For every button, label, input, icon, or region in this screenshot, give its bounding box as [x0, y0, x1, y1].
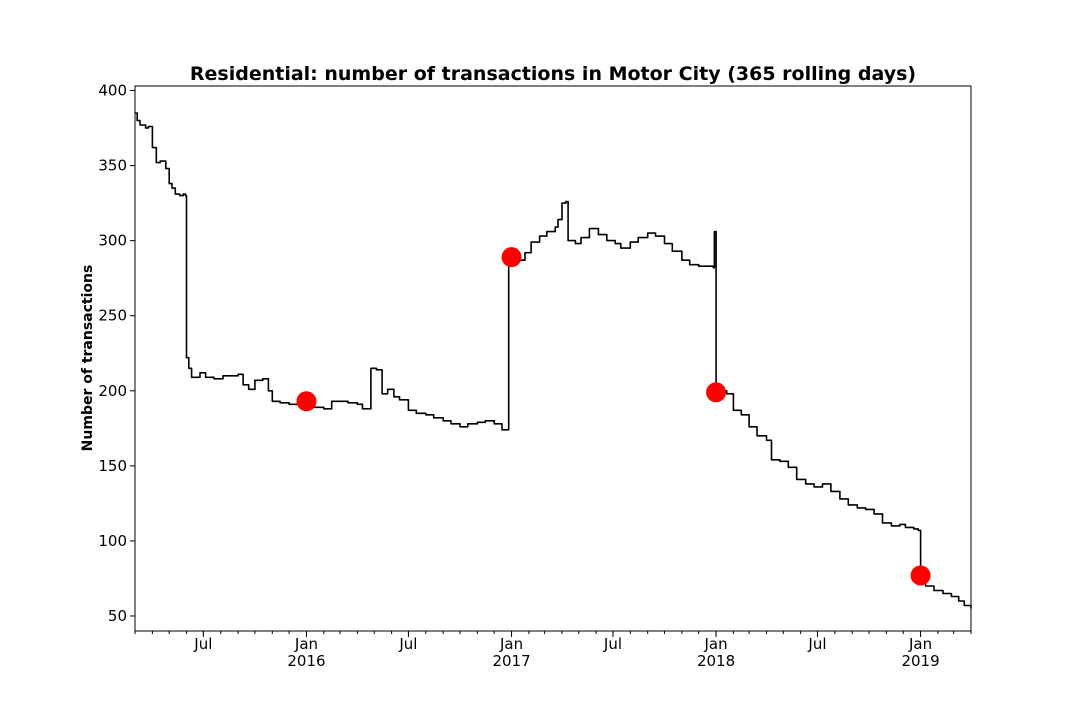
event-marker [910, 565, 931, 586]
x-tick-label: Jan [499, 635, 523, 653]
event-marker [296, 391, 317, 412]
x-axis-minor-ticks [134, 631, 972, 634]
x-tick-year-label: 2019 [901, 652, 939, 670]
y-tick-label: 100 [98, 532, 127, 550]
x-tick-label: Jul [807, 635, 826, 653]
x-tick-label: Jan [294, 635, 318, 653]
x-tick-year-label: 2016 [287, 652, 325, 670]
event-marker [706, 382, 727, 403]
x-tick-label: Jul [603, 635, 622, 653]
chart-title: Residential: number of transactions in M… [190, 63, 916, 85]
y-tick-label: 50 [108, 607, 127, 625]
y-tick-label: 300 [98, 232, 127, 250]
plot-area-frame [134, 85, 972, 632]
y-axis-label: Number of transactions [80, 265, 96, 452]
y-tick-label: 350 [98, 157, 127, 175]
y-tick-label: 400 [98, 82, 127, 100]
series-line [135, 112, 972, 609]
x-tick-label: Jul [398, 635, 417, 653]
y-axis-ticks: 50 100 150 200 250 300 350 400 [98, 82, 135, 625]
event-marker [501, 247, 522, 268]
y-tick-label: 250 [98, 307, 127, 325]
x-tick-label: Jan [908, 635, 932, 653]
x-tick-year-label: 2018 [697, 652, 735, 670]
x-tick-label: Jul [193, 635, 212, 653]
x-tick-label: Jan [703, 635, 727, 653]
event-markers [296, 247, 931, 586]
y-tick-label: 200 [98, 382, 127, 400]
y-tick-label: 150 [98, 457, 127, 475]
x-tick-year-label: 2017 [492, 652, 530, 670]
